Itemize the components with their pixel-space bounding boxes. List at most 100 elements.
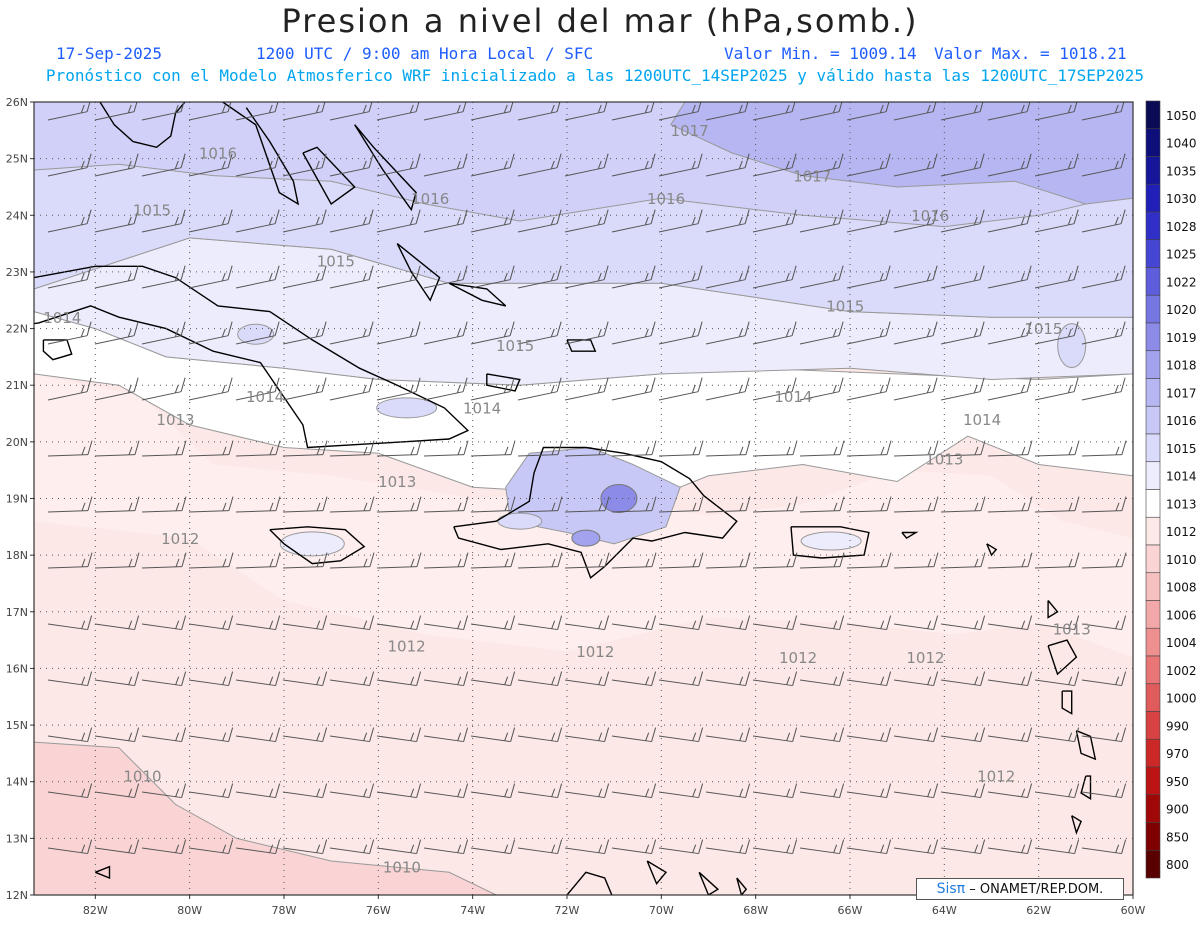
wind-barb-feather (879, 384, 884, 394)
contour-label: 1015 (317, 252, 355, 270)
wind-barb (752, 167, 793, 177)
wind-barb-feather (550, 328, 555, 338)
wind-barb-feather (368, 377, 374, 392)
wind-barb-feather (409, 384, 414, 394)
wind-barb-feather (315, 216, 320, 226)
wind-barb (752, 223, 793, 233)
wind-barb (329, 391, 370, 401)
colorbar-swatch (1145, 822, 1161, 851)
wind-barb-feather (557, 727, 563, 742)
contour-label: 1015 (1024, 320, 1062, 338)
pressure-blob (1057, 323, 1087, 369)
wind-barb (1034, 735, 1075, 743)
lat-tick-label: 19N (6, 493, 28, 506)
wind-barb (282, 167, 323, 177)
wind-barb-feather (973, 272, 978, 282)
wind-barb (94, 223, 135, 233)
wind-barb (987, 735, 1028, 743)
wind-barb-feather (463, 671, 469, 686)
wind-barb-feather (792, 440, 798, 455)
wind-barb-feather (416, 671, 422, 686)
wind-barb-feather (128, 844, 133, 853)
wind-barb-feather (926, 216, 931, 226)
wind-barb-feather (128, 558, 133, 567)
wind-barb-feather (980, 671, 986, 686)
wind-barb (517, 566, 558, 569)
wind-barb-feather (738, 328, 743, 338)
wind-barb-feather (1120, 265, 1126, 280)
wind-barb-feather (1020, 328, 1025, 338)
wind-barb-feather (174, 216, 179, 226)
coastline (1080, 775, 1092, 800)
wind-barb-feather (1115, 732, 1120, 741)
coastline (1071, 815, 1082, 835)
wind-barb-feather (456, 328, 461, 338)
coastline (646, 860, 668, 886)
wind-barb-feather (368, 209, 374, 224)
wind-barb (893, 510, 934, 513)
wind-barb (846, 279, 887, 289)
wind-barb-feather (463, 727, 469, 742)
colorbar-label: 990 (1166, 719, 1189, 733)
wind-barb (517, 111, 558, 121)
wind-barb-feather (785, 272, 790, 282)
wind-barb-feather (745, 839, 751, 854)
wind-barb-feather (879, 272, 884, 282)
wind-barb-feather (134, 727, 140, 742)
wind-barb-feather (180, 321, 186, 336)
wind-barb-feather (1114, 328, 1119, 338)
wind-barb-feather (1027, 671, 1033, 686)
wind-barb (846, 679, 887, 687)
wind-barb (1081, 847, 1122, 855)
wind-barb-feather (87, 552, 93, 567)
wind-barb-feather (973, 384, 978, 394)
wind-barb (1081, 391, 1122, 401)
wind-barb (987, 623, 1028, 631)
coastline (95, 865, 111, 880)
wind-barb-feather (697, 209, 703, 224)
wind-barb-feather (175, 788, 180, 797)
wind-barb (423, 566, 464, 569)
wind-barb (1081, 335, 1122, 345)
wind-barb (188, 223, 229, 233)
wind-barb-feather (228, 783, 234, 798)
wind-barb-feather (651, 615, 657, 630)
sisn-logo: Sisπ (936, 881, 966, 897)
lat-tick-label: 22N (6, 323, 28, 336)
wind-barb (799, 735, 840, 743)
wind-barb-feather (509, 321, 515, 336)
wind-barb-feather (604, 440, 610, 455)
lon-tick-label: 74W (460, 904, 485, 917)
wind-barb-feather (980, 839, 986, 854)
wind-barb (893, 679, 934, 687)
wind-barb-feather (651, 727, 657, 742)
wind-barb (987, 279, 1028, 289)
wind-barb-feather (597, 216, 602, 226)
wind-barb (1081, 566, 1122, 569)
wind-barb-feather (932, 153, 938, 168)
wind-barb-feather (551, 446, 556, 455)
wind-barb (1034, 623, 1075, 631)
wind-barb (846, 791, 887, 799)
wind-barb (1081, 279, 1122, 289)
wind-barb-feather (368, 102, 373, 112)
wind-barb-feather (692, 676, 697, 685)
wind-barb-feather (80, 328, 85, 338)
wind-barb (940, 735, 981, 743)
wind-barb (94, 566, 135, 569)
wind-barb (611, 566, 652, 569)
wind-barb (1034, 566, 1075, 569)
wind-barb-feather (933, 440, 939, 455)
wind-barb-feather (274, 209, 280, 224)
contour-label: 1015 (826, 298, 864, 316)
wind-barb-feather (1067, 160, 1072, 170)
wind-barb (188, 167, 229, 177)
wind-barb-feather (127, 160, 132, 170)
wind-barb-feather (927, 676, 932, 685)
wind-barb (235, 679, 276, 687)
min-value: Valor Min. = 1009.14 (724, 44, 917, 63)
colorbar-label: 900 (1166, 803, 1189, 817)
wind-barb-feather (839, 727, 845, 742)
wind-barb (188, 454, 229, 457)
wind-barb-feather (692, 558, 697, 567)
